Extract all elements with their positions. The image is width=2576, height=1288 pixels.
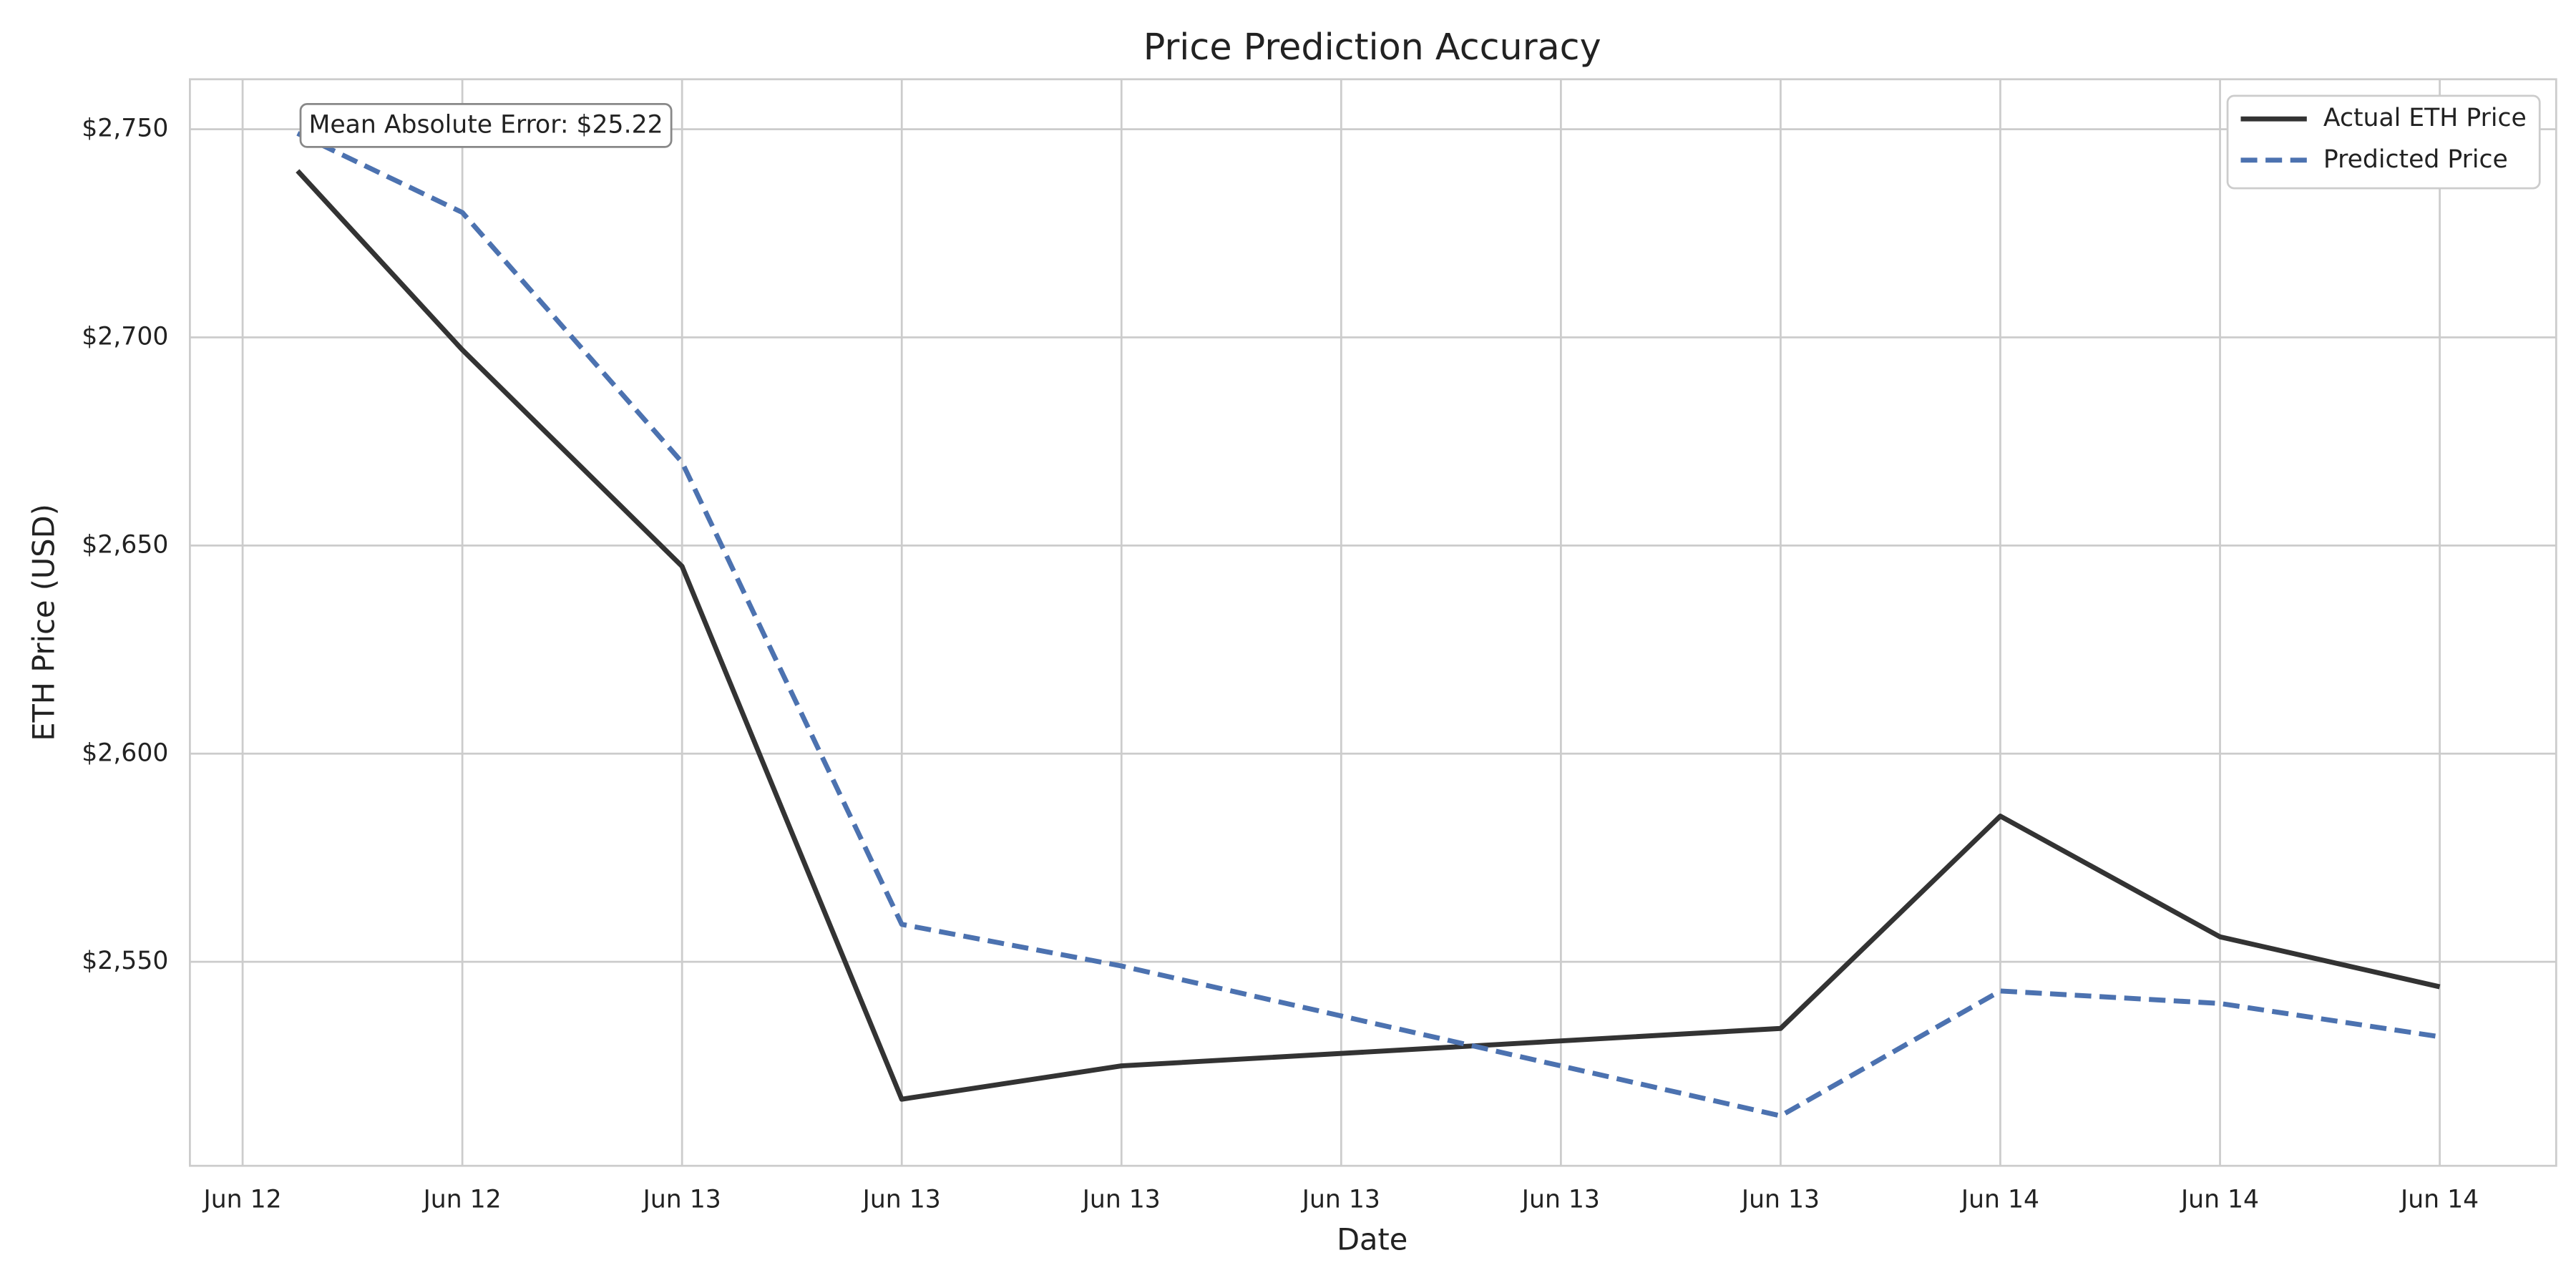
x-tick-label: Jun 13	[642, 1186, 721, 1214]
x-tick-label: Jun 14	[1960, 1186, 2039, 1214]
x-tick-label: Jun 13	[862, 1186, 941, 1214]
y-tick-label: $2,700	[82, 322, 168, 351]
y-tick-label: $2,650	[82, 530, 168, 559]
annotation-box	[299, 102, 673, 148]
y-tick-label: $2,750	[82, 114, 168, 143]
x-tick-label: Jun 12	[422, 1186, 502, 1214]
x-axis-label: Date	[1337, 1221, 1407, 1257]
legend-label: Actual ETH Price	[2323, 104, 2527, 132]
series-line	[296, 169, 2441, 1102]
series-line	[296, 131, 2441, 1118]
x-tick-label: Jun 14	[2180, 1186, 2259, 1214]
y-tick-label: $2,600	[82, 738, 168, 767]
y-axis-label: ETH Price (USD)	[26, 504, 62, 741]
annotation-text: Mean Absolute Error: $25.22	[309, 110, 663, 139]
x-tick-label: Jun 13	[1301, 1186, 1380, 1214]
plot-frame	[188, 78, 2557, 1167]
x-tick-label: Jun 13	[1521, 1186, 1600, 1214]
x-tick-label: Jun 14	[2399, 1186, 2479, 1214]
legend-label: Predicted Price	[2323, 145, 2508, 174]
legend: Actual ETH Price Predicted Price	[2226, 94, 2541, 190]
y-tick-label: $2,550	[82, 947, 168, 975]
annotation: Mean Absolute Error: $25.22	[299, 102, 673, 148]
x-tick-label: Jun 12	[203, 1186, 282, 1214]
x-tick-label: Jun 13	[1740, 1186, 1820, 1214]
chart-title: Price Prediction Accuracy	[1143, 26, 1601, 68]
x-tick-label: Jun 13	[1081, 1186, 1161, 1214]
